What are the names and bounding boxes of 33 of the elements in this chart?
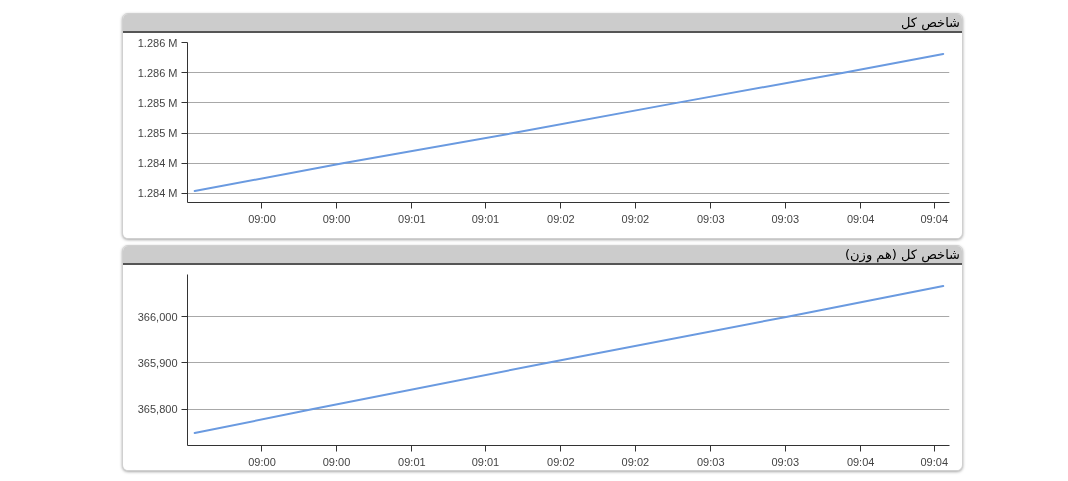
y-tick-label: 365,900 <box>137 357 178 369</box>
x-tick-label: 09:01 <box>471 212 500 225</box>
y-tick-label: 1.285 M <box>137 127 178 140</box>
x-tick-label: 09:03 <box>771 212 800 225</box>
x-tick-label: 09:04 <box>920 212 949 225</box>
line-series <box>193 52 945 193</box>
line-series <box>193 285 945 435</box>
x-tick-label: 09:02 <box>547 455 575 468</box>
y-tick-label: 1.286 M <box>137 36 178 49</box>
x-tick-label: 09:04 <box>846 212 875 225</box>
y-tick-label: 1.285 M <box>137 96 178 109</box>
x-tick-label: 09:03 <box>696 212 725 225</box>
x-tick-label: 09:00 <box>322 212 351 225</box>
x-tick-label: 09:02 <box>621 455 650 468</box>
x-tick-label: 09:02 <box>621 212 650 225</box>
x-tick-label: 09:00 <box>248 455 276 468</box>
x-tick-label: 09:03 <box>696 455 725 468</box>
x-tick-label: 09:00 <box>248 212 276 225</box>
x-tick-label: 09:04 <box>846 455 875 468</box>
y-tick-label: 1.284 M <box>137 187 178 200</box>
x-tick-label: 09:03 <box>771 455 800 468</box>
y-tick-label: 365,800 <box>137 403 178 416</box>
x-tick-label: 09:01 <box>398 212 426 225</box>
x-tick-label: 09:02 <box>547 212 575 225</box>
y-tick-label: 1.284 M <box>137 157 178 170</box>
chart-title: شاخص کل (هم وزن) <box>844 246 960 263</box>
chart-title: شاخص کل <box>901 14 960 31</box>
x-tick-label: 09:04 <box>920 455 949 468</box>
x-tick-label: 09:01 <box>398 455 426 468</box>
y-tick-label: 1.286 M <box>137 66 178 79</box>
y-tick-label: 366,000 <box>137 310 178 323</box>
x-tick-label: 09:00 <box>322 455 351 468</box>
x-tick-label: 09:01 <box>471 455 500 468</box>
